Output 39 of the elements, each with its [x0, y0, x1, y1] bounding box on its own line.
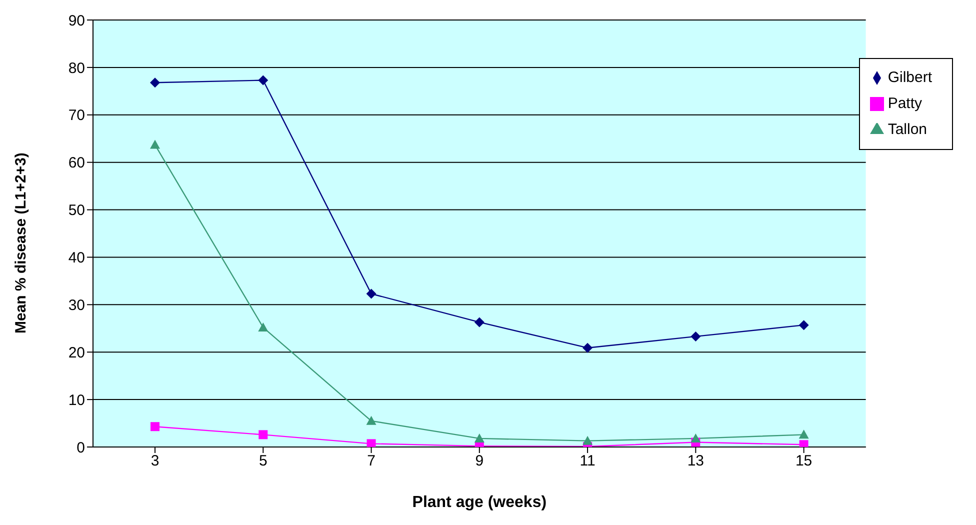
y-tick-label: 90: [68, 12, 85, 30]
point: [366, 439, 376, 447]
legend-label: Patty: [888, 95, 922, 112]
y-tick-label: 10: [68, 392, 85, 409]
legend-label: Gilbert: [888, 69, 932, 86]
x-axis-title: Plant age (weeks): [412, 494, 547, 511]
x-tick-label: 5: [258, 452, 268, 470]
x-tick-label: 13: [687, 452, 704, 470]
legend-label: Tallon: [888, 121, 928, 138]
x-tick-label: 7: [367, 452, 376, 470]
y-tick-label: 20: [68, 344, 85, 362]
y-tick-label: 60: [68, 154, 85, 172]
y-tick-label: 50: [68, 202, 85, 220]
point: [258, 430, 268, 440]
y-tick-label: 80: [68, 60, 85, 77]
point: [798, 320, 809, 330]
point: [258, 322, 268, 332]
point: [474, 317, 484, 328]
y-tick-label: 30: [68, 296, 85, 314]
point: [150, 78, 160, 88]
x-tick-label: 15: [795, 452, 812, 470]
y-tick-label: 40: [68, 250, 85, 267]
point: [150, 422, 160, 432]
y-axis-title: Mean % disease (L1+2+3): [12, 152, 30, 334]
point: [690, 331, 701, 342]
point: [150, 140, 160, 149]
point: [366, 288, 376, 299]
point: [474, 433, 484, 442]
x-tick-label: 9: [475, 452, 484, 470]
point: [366, 416, 376, 425]
point: [582, 342, 593, 353]
point: [258, 75, 268, 86]
point: [582, 436, 593, 445]
point: [798, 430, 809, 439]
x-tick-label: 11: [580, 452, 596, 470]
x-tick-label: 3: [150, 452, 160, 470]
y-tick-label: 0: [76, 439, 85, 456]
y-tick-label: 70: [68, 107, 85, 124]
point: [690, 433, 701, 442]
